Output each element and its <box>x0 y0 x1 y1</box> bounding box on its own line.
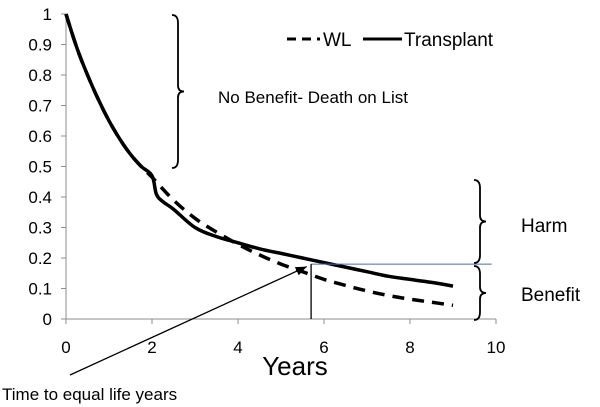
legend-wl-label: WL <box>323 30 352 51</box>
benefit-brace <box>473 265 487 321</box>
no-benefit-brace <box>171 14 185 169</box>
y-tick-label: 0.8 <box>28 66 52 85</box>
series-lines <box>64 13 454 308</box>
x-tick-label: 10 <box>487 338 506 357</box>
harm-label: Harm <box>521 216 567 237</box>
equal-life-years-label: Time to equal life years <box>2 385 177 404</box>
equal-life-years-arrow <box>69 265 308 376</box>
y-tick-label: 0.3 <box>28 219 52 238</box>
equal-life-years-arrowhead <box>294 266 307 276</box>
x-axis-title: Years <box>262 351 328 381</box>
y-tick-label: 0.6 <box>28 127 52 146</box>
x-tick-label: 4 <box>233 338 242 357</box>
y-tick-label: 0 <box>43 310 52 329</box>
y-tick-labels: 0 0.1 0.2 0.3 0.4 0.5 0.6 0.7 0.8 0.9 1 <box>28 5 52 329</box>
legend: WL Transplant <box>287 30 494 51</box>
benefit-label: Benefit <box>521 285 581 306</box>
y-tick-label: 0.4 <box>28 188 52 207</box>
y-tick-label: 0.5 <box>28 158 52 177</box>
y-tick-label: 0.9 <box>28 36 52 55</box>
axes <box>61 13 497 324</box>
y-tick-label: 0.2 <box>28 249 52 268</box>
series-line-wl <box>64 13 454 308</box>
x-tick-label: 8 <box>405 338 414 357</box>
x-tick-label: 6 <box>319 338 328 357</box>
x-tick-labels: 0 2 4 6 8 10 <box>61 338 505 357</box>
legend-transplant-label: Transplant <box>404 30 494 51</box>
x-tick-label: 0 <box>61 338 70 357</box>
y-tick-label: 0.1 <box>28 280 52 299</box>
x-tick-label: 2 <box>147 338 156 357</box>
y-tick-label: 0.7 <box>28 97 52 116</box>
y-tick-label: 1 <box>43 5 52 24</box>
no-benefit-label: No Benefit- Death on List <box>218 88 408 107</box>
harm-brace <box>473 179 487 264</box>
annotations <box>69 14 492 376</box>
series-line-transplant <box>64 13 454 288</box>
